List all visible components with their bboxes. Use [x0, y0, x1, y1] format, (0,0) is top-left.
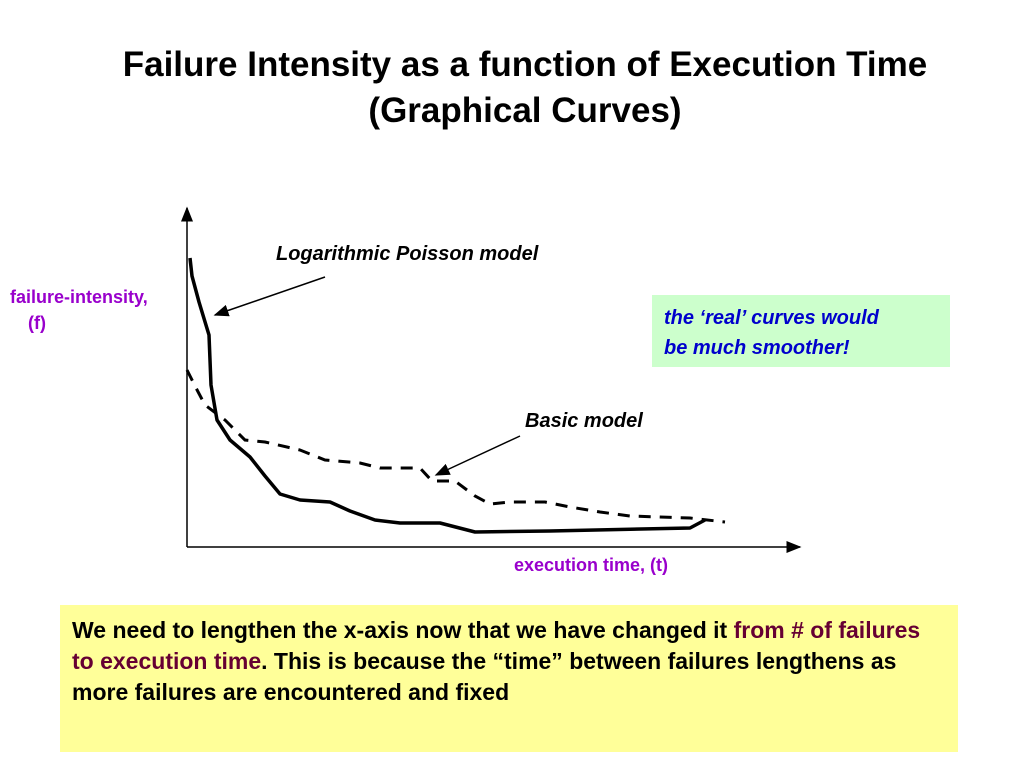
- explanation-highlight: from # of failures to execution time: [72, 617, 921, 674]
- note-line-2: be much smoother!: [664, 337, 850, 359]
- x-axis-label: execution time, (t): [514, 555, 669, 575]
- smoothness-note: the ‘real’ curves would be much smoother…: [652, 295, 950, 367]
- basic-model-label: Basic model: [525, 410, 643, 432]
- slide-title: Failure Intensity as a function of Execu…: [0, 42, 1024, 134]
- explanation-box: We need to lengthen the x-axis now that …: [60, 605, 958, 752]
- log-poisson-pointer-arrow: [213, 276, 326, 317]
- y-axis-label-line-1: failure-intensity,: [10, 287, 148, 307]
- log-poisson-curve: [188, 257, 706, 534]
- explanation-part-1: We need to lengthen the x-axis now that …: [72, 617, 734, 643]
- y-axis-label: failure-intensity, (f): [10, 284, 148, 336]
- basic-model-curve: [185, 369, 726, 524]
- basic-model-pointer-arrow: [434, 435, 521, 476]
- y-axis-label-line-2: (f): [28, 313, 46, 333]
- title-line-2: (Graphical Curves): [368, 91, 682, 130]
- title-line-1: Failure Intensity as a function of Execu…: [122, 45, 928, 84]
- log-poisson-label: Logarithmic Poisson model: [276, 243, 539, 265]
- note-line-1: the ‘real’ curves would: [664, 307, 879, 329]
- explanation-part-2: . This is because the “time” between fai…: [72, 648, 897, 705]
